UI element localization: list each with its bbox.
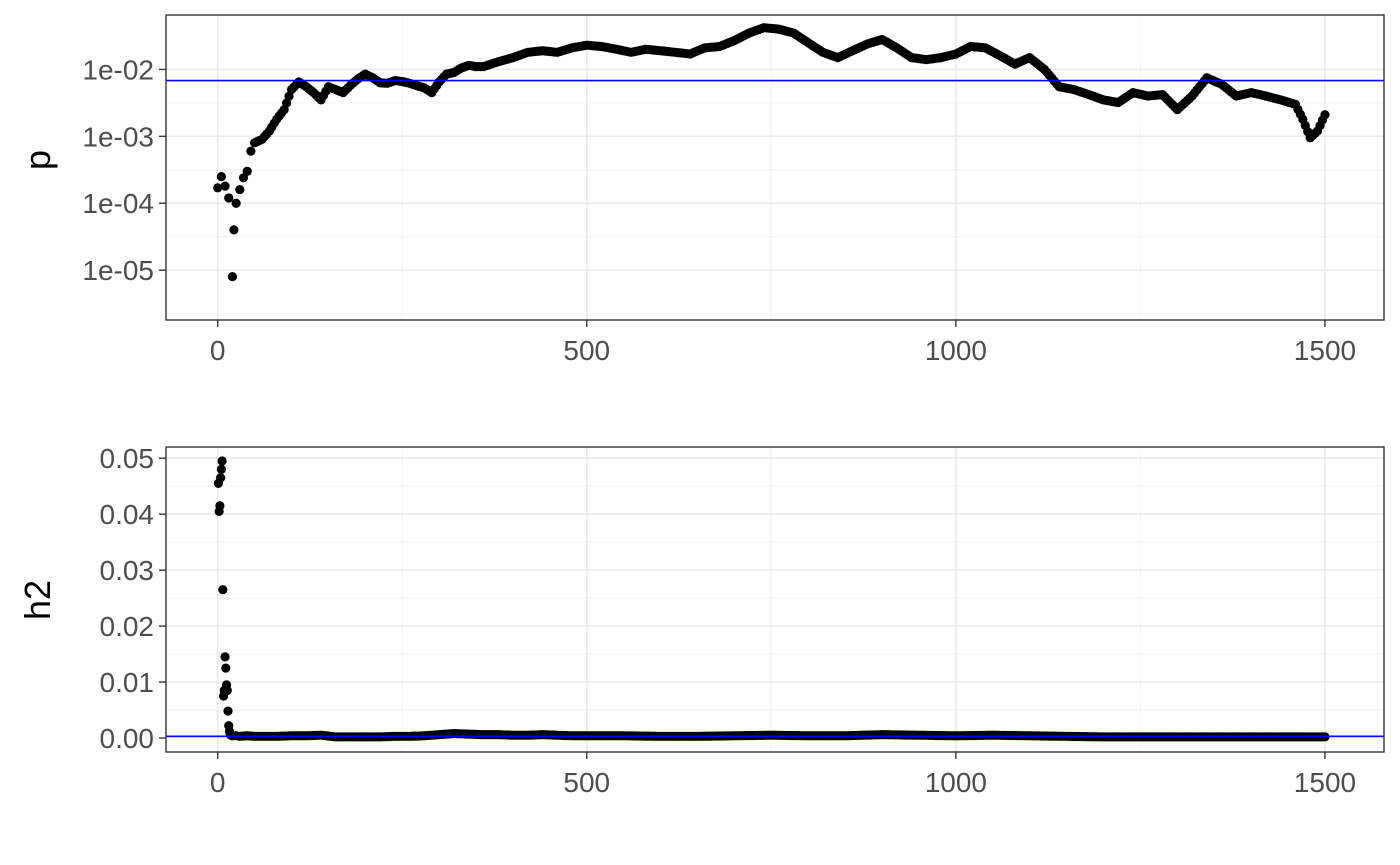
y-axis-title: h2 (17, 580, 58, 620)
x-tick-label: 500 (563, 767, 610, 798)
data-point (213, 183, 223, 193)
x-tick-label: 1500 (1294, 335, 1356, 366)
data-point (246, 146, 256, 156)
panel-background (166, 15, 1384, 320)
x-tick-label: 1000 (925, 335, 987, 366)
y-tick-label: 1e-04 (82, 188, 154, 219)
data-point (227, 272, 238, 282)
x-tick-label: 0 (210, 335, 226, 366)
x-tick-label: 1000 (925, 767, 987, 798)
panel-border (165, 446, 1385, 753)
panel-h2: 0 500 1000 1500 0.00 0.01 0.02 0.03 0.04 0.05 h2 (17, 443, 1385, 798)
data-point (220, 652, 230, 662)
data-point (223, 706, 233, 716)
x-tick-label: 0 (210, 767, 226, 798)
y-tick-label: 0.04 (100, 499, 155, 530)
y-tick-label: 1e-02 (82, 54, 154, 85)
y-tick-label: 0.03 (100, 555, 155, 586)
data-point (216, 172, 226, 182)
data-point (229, 225, 239, 235)
data-point (216, 473, 226, 483)
x-tick-label: 500 (563, 335, 610, 366)
data-point (217, 456, 227, 466)
y-tick-label: 0.02 (100, 611, 155, 642)
data-point (1320, 110, 1330, 120)
y-tick-label: 1e-05 (82, 255, 154, 286)
y-tick-label: 1e-03 (82, 121, 154, 152)
y-tick-label: 0.05 (100, 443, 155, 474)
data-point (222, 685, 232, 696)
y-axis-title: p (17, 150, 58, 170)
data-point (221, 663, 231, 673)
data-point (224, 193, 234, 203)
data-point (242, 166, 252, 176)
panel-border (165, 14, 1385, 321)
data-point (231, 198, 241, 208)
data-point (218, 585, 228, 595)
data-point (215, 501, 225, 511)
y-tick-label: 0.00 (100, 723, 155, 754)
x-tick-label: 1500 (1294, 767, 1356, 798)
panel-background (166, 447, 1384, 752)
panel-p: 0 500 1000 1500 1e-05 1e-04 1e-03 1e-02 p (17, 14, 1385, 366)
y-tick-label: 0.01 (100, 667, 155, 698)
data-point (235, 184, 245, 195)
data-point (220, 181, 230, 191)
data-point (216, 464, 226, 474)
